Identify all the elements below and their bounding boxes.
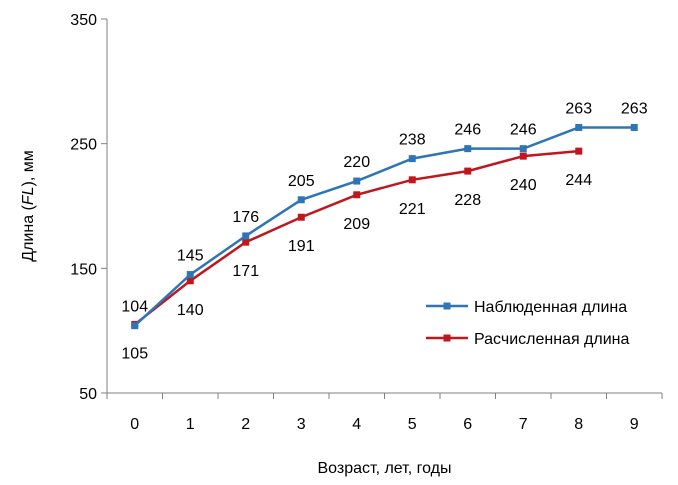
y-tick-label: 50 bbox=[79, 386, 97, 403]
data-label: 105 bbox=[121, 345, 148, 362]
data-label: 171 bbox=[232, 263, 259, 280]
y-tick-label: 350 bbox=[70, 12, 97, 29]
series-marker bbox=[297, 213, 305, 221]
series-marker bbox=[408, 155, 416, 163]
y-tick-label: 150 bbox=[70, 261, 97, 278]
data-label: 140 bbox=[177, 302, 204, 319]
series-layer bbox=[131, 123, 638, 330]
data-label: 263 bbox=[565, 100, 592, 117]
x-tick-label: 4 bbox=[352, 416, 361, 433]
series-marker bbox=[519, 152, 527, 160]
legend-label: Наблюденная длина bbox=[474, 299, 627, 316]
data-label: 263 bbox=[621, 100, 648, 117]
series-marker bbox=[242, 232, 250, 240]
data-label: 228 bbox=[454, 192, 481, 209]
x-axis-title: Возраст, лет, годы bbox=[318, 460, 452, 477]
x-tick-label: 6 bbox=[463, 416, 472, 433]
y-axis-title: Длина (FL), мм bbox=[20, 150, 37, 262]
data-label: 145 bbox=[177, 248, 204, 265]
series-marker bbox=[186, 271, 194, 279]
series-marker bbox=[575, 123, 583, 131]
series-marker bbox=[575, 147, 583, 155]
y-axis-title-part-2: FL bbox=[20, 186, 37, 205]
series-marker bbox=[408, 176, 416, 184]
data-label: 240 bbox=[510, 177, 537, 194]
y-axis-title-part-1: Длина ( bbox=[20, 204, 37, 261]
data-label: 238 bbox=[399, 132, 426, 149]
data-label: 221 bbox=[399, 201, 426, 218]
data-label: 246 bbox=[454, 122, 481, 139]
data-label: 246 bbox=[510, 122, 537, 139]
data-labels: 104 145 176 205 220 238 246 246 263 263 105 140 171 1… bbox=[121, 100, 647, 362]
series-marker bbox=[297, 196, 305, 204]
data-label: 209 bbox=[343, 216, 370, 233]
x-tick-label: 2 bbox=[241, 416, 250, 433]
series-line bbox=[133, 126, 635, 327]
x-tick-label: 8 bbox=[574, 416, 583, 433]
data-label: 220 bbox=[343, 154, 370, 171]
data-label: 244 bbox=[565, 172, 592, 189]
x-tick-label: 1 bbox=[186, 416, 195, 433]
series-marker bbox=[353, 191, 361, 199]
axes: 50 150 250 350 0 1 2 3 4 5 6 7 8 9 bbox=[70, 12, 663, 433]
legend: Наблюденная длина Расчисленная длина bbox=[426, 299, 629, 348]
legend-label: Расчисленная длина bbox=[474, 331, 629, 348]
series-marker bbox=[519, 145, 527, 153]
series-marker bbox=[464, 145, 472, 153]
x-tick-label: 5 bbox=[408, 416, 417, 433]
series-marker bbox=[131, 322, 139, 330]
data-label: 191 bbox=[288, 238, 315, 255]
series-marker bbox=[242, 238, 250, 246]
x-tick-label: 3 bbox=[297, 416, 306, 433]
y-axis-title-part-3: ), мм bbox=[20, 150, 37, 186]
legend-marker bbox=[443, 334, 451, 342]
series-marker bbox=[630, 123, 638, 131]
series-marker bbox=[186, 277, 194, 285]
data-label: 205 bbox=[288, 173, 315, 190]
legend-marker bbox=[443, 302, 451, 310]
series-marker bbox=[353, 177, 361, 185]
x-tick-label: 7 bbox=[519, 416, 528, 433]
data-label: 176 bbox=[232, 209, 259, 226]
x-tick-label: 9 bbox=[630, 416, 639, 433]
series-marker bbox=[464, 167, 472, 175]
x-tick-label: 0 bbox=[130, 416, 139, 433]
y-tick-label: 250 bbox=[70, 137, 97, 154]
data-label: 104 bbox=[121, 299, 148, 316]
